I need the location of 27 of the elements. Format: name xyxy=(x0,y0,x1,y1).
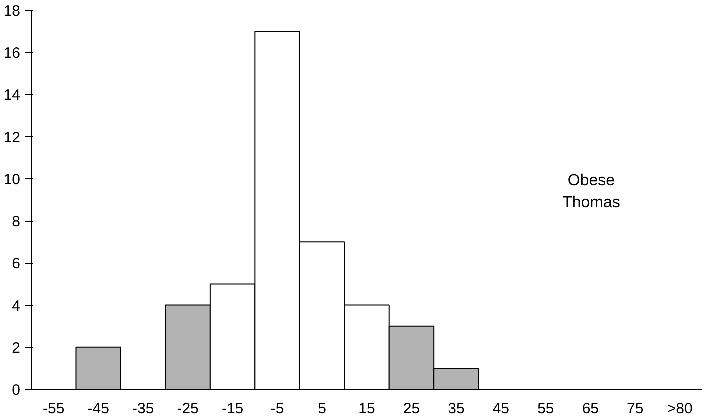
annotation: Obese xyxy=(568,172,616,190)
x-tick-label: 75 xyxy=(627,400,644,418)
annotation: Thomas xyxy=(562,194,620,212)
x-tick-label: >80 xyxy=(667,400,693,418)
x-tick-label: -55 xyxy=(43,400,65,418)
x-tick-label: -15 xyxy=(222,400,244,418)
y-tick-label: 8 xyxy=(12,214,20,231)
x-tick-label: 15 xyxy=(358,400,376,418)
x-tick-label: -25 xyxy=(177,400,199,418)
y-tick-label: 0 xyxy=(12,382,20,399)
x-tick-label: -45 xyxy=(88,400,110,418)
y-tick-label: 16 xyxy=(4,45,21,62)
y-tick-label: 12 xyxy=(4,129,21,146)
x-tick-label: -35 xyxy=(132,400,154,418)
x-tick-label: 45 xyxy=(492,400,510,418)
y-tick-label: 10 xyxy=(4,171,21,188)
x-tick-label: 35 xyxy=(448,400,465,418)
x-tick-label: 65 xyxy=(582,400,600,418)
y-tick-label: 2 xyxy=(12,340,20,357)
x-tick-label: 25 xyxy=(403,400,420,418)
y-tick-label: 18 xyxy=(4,3,21,20)
y-tick-label: 14 xyxy=(4,87,21,104)
x-tick-label: 55 xyxy=(538,400,554,418)
x-tick-label: 5 xyxy=(318,400,326,418)
y-tick-label: 6 xyxy=(12,256,20,273)
x-tick-label: -5 xyxy=(270,400,284,418)
y-tick-label: 4 xyxy=(12,298,20,315)
